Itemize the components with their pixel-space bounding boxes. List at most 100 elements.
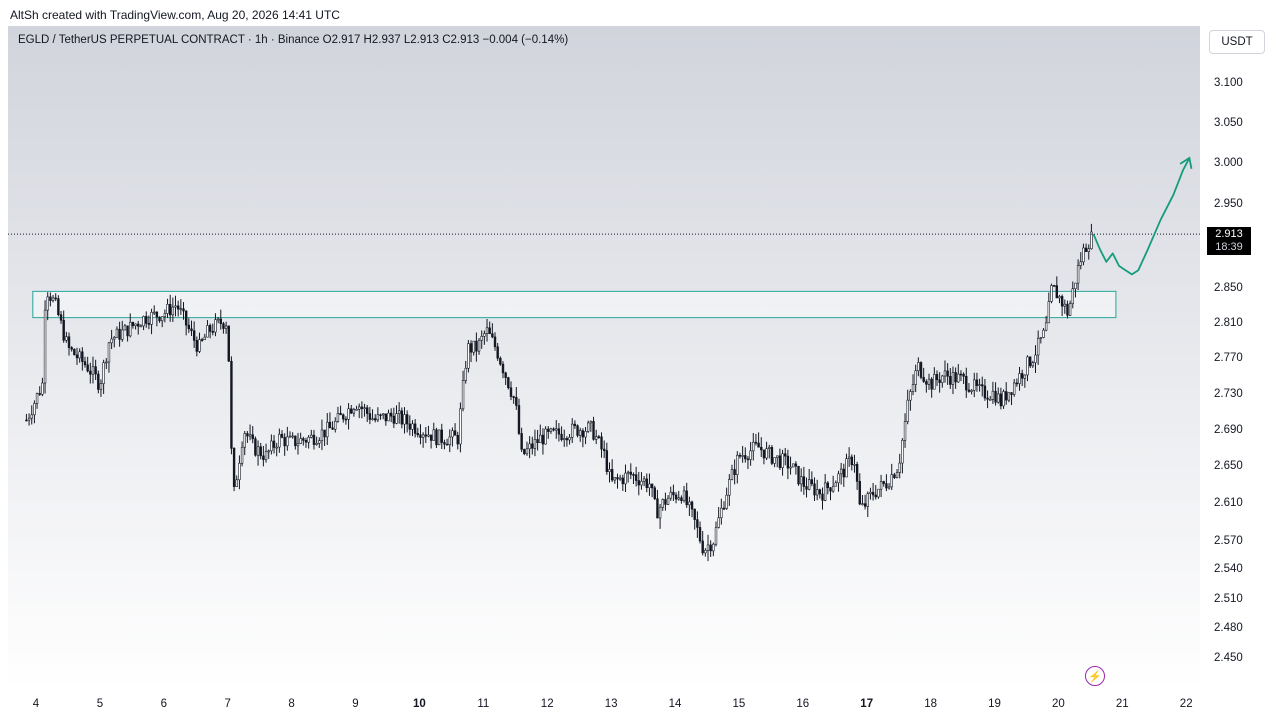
candle-body bbox=[845, 458, 848, 478]
candle-body bbox=[951, 372, 955, 385]
candle-body bbox=[541, 434, 545, 445]
candle-body bbox=[605, 450, 609, 472]
candle-body bbox=[709, 544, 712, 552]
candle-body bbox=[935, 374, 939, 381]
candle-body bbox=[147, 323, 151, 325]
candle-body bbox=[1026, 356, 1029, 376]
candle-body bbox=[328, 421, 332, 429]
candle-body bbox=[949, 376, 952, 385]
candle-body bbox=[94, 366, 97, 375]
candle-body bbox=[610, 469, 614, 481]
candle-body bbox=[448, 436, 451, 445]
candle-body bbox=[166, 304, 169, 314]
candle-body bbox=[661, 499, 664, 508]
candle-body bbox=[421, 434, 425, 438]
x-tick-label: 19 bbox=[988, 698, 1001, 710]
candle-body bbox=[773, 457, 776, 464]
candle-body bbox=[616, 477, 619, 480]
candle-body bbox=[251, 434, 254, 440]
candle-body bbox=[784, 453, 787, 457]
candle-body bbox=[347, 408, 350, 420]
candle-body bbox=[344, 418, 348, 421]
x-tick-label: 4 bbox=[33, 698, 40, 710]
candle-body bbox=[483, 333, 486, 337]
candle-body bbox=[451, 430, 454, 438]
candle-body bbox=[73, 348, 76, 356]
candle-body bbox=[866, 493, 869, 507]
currency-button[interactable]: USDT bbox=[1209, 30, 1265, 54]
candle-body bbox=[374, 418, 377, 421]
candle-body bbox=[278, 433, 281, 448]
candle-body bbox=[1090, 231, 1093, 250]
candle-body bbox=[105, 361, 108, 364]
candle-body bbox=[978, 384, 981, 386]
candle-body bbox=[666, 497, 670, 505]
candle-body bbox=[653, 487, 656, 500]
candle-body bbox=[525, 448, 529, 455]
candle-body bbox=[807, 479, 811, 490]
candle-body bbox=[765, 448, 768, 459]
candle-body bbox=[1055, 285, 1059, 299]
candle-body bbox=[965, 375, 968, 391]
candle-body bbox=[672, 491, 675, 496]
candle-body bbox=[552, 428, 555, 431]
candle-body bbox=[693, 508, 696, 520]
support-zone-layer bbox=[32, 290, 1117, 319]
y-tick-label: 2.950 bbox=[1214, 198, 1243, 210]
candle-body bbox=[938, 379, 941, 383]
candle-body bbox=[970, 390, 973, 392]
candle-body bbox=[555, 428, 558, 431]
candle-body bbox=[491, 333, 494, 338]
candle-body bbox=[826, 482, 830, 488]
candle-body bbox=[517, 405, 521, 434]
candle-body bbox=[89, 370, 92, 375]
candle-body bbox=[432, 429, 435, 441]
candle-body bbox=[294, 435, 297, 447]
candle-body bbox=[272, 440, 276, 448]
candle-body bbox=[1087, 248, 1090, 252]
candle-body bbox=[730, 469, 734, 480]
candle-body bbox=[959, 373, 963, 376]
candle-body bbox=[411, 423, 414, 430]
candle-body bbox=[674, 494, 678, 500]
y-tick-label: 2.450 bbox=[1214, 652, 1243, 664]
candle-body bbox=[35, 393, 39, 404]
y-tick-label: 2.570 bbox=[1214, 535, 1243, 547]
candle-body bbox=[736, 454, 739, 476]
candle-body bbox=[334, 420, 337, 430]
annotation-layer bbox=[8, 156, 1200, 276]
candle-body bbox=[1079, 261, 1082, 266]
candle-body bbox=[97, 373, 100, 390]
y-axis: 3.100 3.050 3.000 2.950 2.850 2.810 2.770 2.730… bbox=[1214, 77, 1243, 664]
candle-body bbox=[403, 414, 406, 425]
candle-body bbox=[408, 423, 412, 430]
candle-body bbox=[1015, 382, 1019, 385]
candle-body bbox=[757, 442, 760, 448]
candle-body bbox=[544, 428, 547, 445]
candle-body bbox=[445, 443, 449, 446]
price-scale-background bbox=[1200, 26, 1280, 720]
support-zone-rectangle[interactable] bbox=[32, 290, 1117, 319]
lightning-bolt-icon[interactable]: ⚡ bbox=[1085, 666, 1105, 686]
candle-body bbox=[560, 433, 563, 440]
candle-body bbox=[1071, 288, 1074, 305]
candle-body bbox=[632, 474, 635, 476]
candle-body bbox=[975, 379, 979, 386]
candle-body bbox=[488, 327, 491, 334]
candle-body bbox=[967, 389, 971, 392]
candle-body bbox=[621, 477, 625, 485]
candle-body bbox=[813, 483, 816, 496]
candle-body bbox=[837, 473, 840, 484]
candle-body bbox=[579, 430, 582, 436]
candle-body bbox=[869, 491, 872, 494]
candle-body bbox=[155, 311, 159, 318]
candle-body bbox=[139, 325, 143, 328]
candle-body bbox=[613, 477, 617, 481]
projection-path[interactable] bbox=[1092, 157, 1191, 276]
candle-body bbox=[504, 372, 507, 378]
candle-body bbox=[624, 472, 627, 485]
y-tick-label: 2.650 bbox=[1214, 460, 1243, 472]
candle-body bbox=[307, 437, 310, 443]
candle-body bbox=[392, 415, 396, 424]
